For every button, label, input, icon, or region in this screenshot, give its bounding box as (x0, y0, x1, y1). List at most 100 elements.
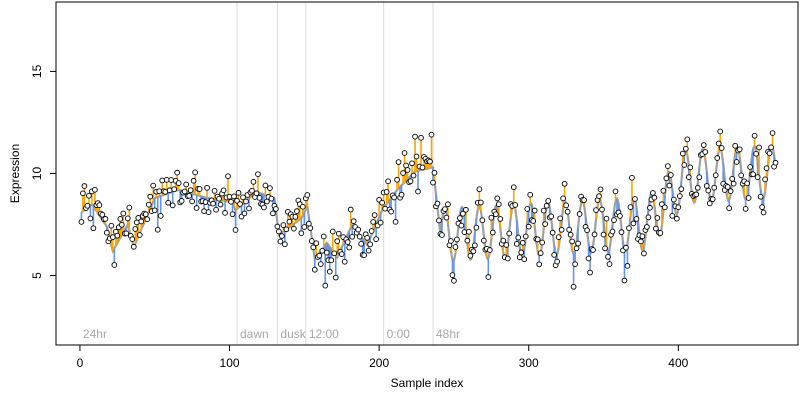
data-point-70 (183, 181, 190, 188)
data-point-110 (243, 198, 249, 205)
data-point-176 (341, 258, 348, 265)
data-point-245 (445, 201, 451, 208)
data-point-195 (370, 219, 377, 225)
data-point-332 (575, 240, 581, 247)
data-point-22 (111, 262, 118, 268)
data-point-27 (118, 221, 125, 228)
data-point-278 (494, 195, 501, 202)
residual-stems (80, 131, 777, 287)
data-point-223 (412, 133, 418, 140)
data-point-122 (261, 204, 267, 211)
data-point-426 (715, 140, 722, 147)
data-point-412 (694, 184, 701, 191)
data-point-64 (174, 169, 181, 176)
data-point-273 (486, 247, 493, 253)
data-point-40 (138, 218, 145, 225)
data-point-398 (673, 215, 680, 222)
data-point-216 (401, 150, 408, 156)
data-point-174 (338, 251, 345, 257)
data-point-405 (684, 136, 691, 143)
data-point-320 (557, 215, 563, 222)
data-point-160 (317, 261, 324, 267)
data-point-169 (331, 250, 338, 257)
data-point-134 (279, 233, 285, 239)
data-point-262 (470, 248, 477, 255)
data-point-225 (415, 188, 421, 195)
phase-label-0: 24hr (83, 327, 107, 341)
data-point-127 (268, 195, 275, 202)
data-point-148 (299, 203, 306, 210)
plot-frame (55, 1, 799, 346)
data-point-391 (663, 175, 670, 182)
data-point-392 (664, 163, 671, 169)
data-point-259 (466, 228, 472, 235)
data-point-361 (618, 229, 625, 235)
data-point-369 (630, 220, 637, 227)
data-point-214 (398, 191, 405, 198)
data-point-102 (231, 193, 237, 200)
data-point-458 (763, 165, 770, 172)
data-point-157 (313, 240, 320, 247)
data-point-168 (329, 228, 336, 235)
data-point-413 (696, 174, 703, 181)
data-point-205 (385, 178, 391, 185)
data-point-306 (536, 261, 543, 268)
data-point-404 (682, 145, 689, 152)
data-point-275 (489, 229, 496, 236)
data-point-204 (383, 189, 390, 195)
data-point-308 (539, 239, 546, 246)
data-point-60 (168, 177, 175, 183)
data-point-423 (711, 184, 718, 191)
data-point-16 (102, 216, 109, 222)
data-point-364 (623, 244, 629, 251)
data-point-325 (564, 208, 571, 215)
data-point-77 (193, 205, 200, 211)
data-point-159 (316, 252, 323, 259)
data-point-436 (730, 180, 737, 187)
data-point-170 (332, 274, 339, 281)
data-point-135 (280, 222, 287, 228)
data-point-0 (78, 219, 85, 225)
data-point-449 (750, 171, 756, 178)
data-point-79 (196, 186, 203, 192)
data-point-428 (718, 145, 725, 151)
data-point-235 (430, 179, 436, 186)
data-point-309 (540, 207, 547, 214)
data-point-44 (144, 216, 151, 223)
data-point-131 (274, 223, 281, 230)
data-point-74 (189, 198, 195, 205)
data-point-454 (757, 193, 764, 200)
data-point-264 (473, 224, 480, 231)
x-tick-label-3: 300 (519, 356, 539, 370)
data-point-268 (479, 217, 486, 224)
data-point-220 (407, 178, 414, 185)
data-point-326 (566, 226, 572, 233)
data-point-83 (202, 199, 209, 205)
data-point-382 (650, 190, 656, 196)
data-point-69 (181, 188, 188, 195)
data-point-387 (657, 230, 664, 236)
data-point-379 (645, 214, 652, 221)
data-point-452 (754, 174, 761, 180)
data-point-24 (114, 232, 121, 239)
data-point-389 (660, 187, 667, 194)
data-point-282 (500, 237, 507, 244)
data-point-39 (136, 232, 143, 238)
data-point-151 (304, 192, 311, 198)
data-point-178 (344, 239, 351, 245)
data-point-186 (356, 233, 363, 240)
data-point-149 (301, 224, 308, 230)
data-point-434 (727, 188, 734, 194)
data-point-383 (651, 194, 658, 201)
data-point-96 (222, 210, 228, 216)
data-point-356 (611, 217, 617, 223)
data-point-267 (478, 199, 484, 206)
data-point-348 (599, 206, 605, 213)
data-point-221 (409, 160, 415, 167)
data-point-166 (326, 268, 333, 275)
data-point-385 (654, 215, 661, 221)
data-point-207 (388, 208, 394, 215)
data-point-130 (273, 206, 279, 212)
data-point-103 (232, 227, 239, 233)
phase-label-1: dawn (240, 327, 269, 341)
